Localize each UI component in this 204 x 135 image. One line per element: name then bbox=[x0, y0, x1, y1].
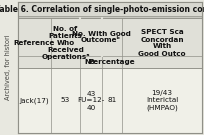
Text: Table 6. Correlation of single-photo-emission comput: Table 6. Correlation of single-photo-emi… bbox=[0, 4, 204, 14]
Text: SPECT Sca
Concordan
With
Good Outco: SPECT Sca Concordan With Good Outco bbox=[138, 30, 186, 57]
Text: No. of
Patients
Who
Received
Operationsᵃ: No. of Patients Who Received Operationsᵃ bbox=[41, 26, 90, 60]
Text: Percentage: Percentage bbox=[89, 59, 135, 65]
Text: No. With Good
Outcomeᵇ: No. With Good Outcomeᵇ bbox=[72, 31, 130, 43]
Text: 81: 81 bbox=[107, 97, 117, 104]
Bar bbox=[18, 18, 202, 68]
Text: Reference: Reference bbox=[14, 40, 55, 46]
Text: No.: No. bbox=[84, 59, 98, 65]
Text: 43
FU=12-
40: 43 FU=12- 40 bbox=[77, 90, 105, 111]
Text: Archived, for histori: Archived, for histori bbox=[5, 34, 11, 100]
Text: Jack(17): Jack(17) bbox=[20, 97, 49, 104]
Bar bbox=[18, 2, 202, 16]
Text: 19/43
Interictal
(HMPAO): 19/43 Interictal (HMPAO) bbox=[146, 90, 178, 111]
Bar bbox=[18, 68, 202, 133]
Text: 53: 53 bbox=[61, 97, 70, 104]
